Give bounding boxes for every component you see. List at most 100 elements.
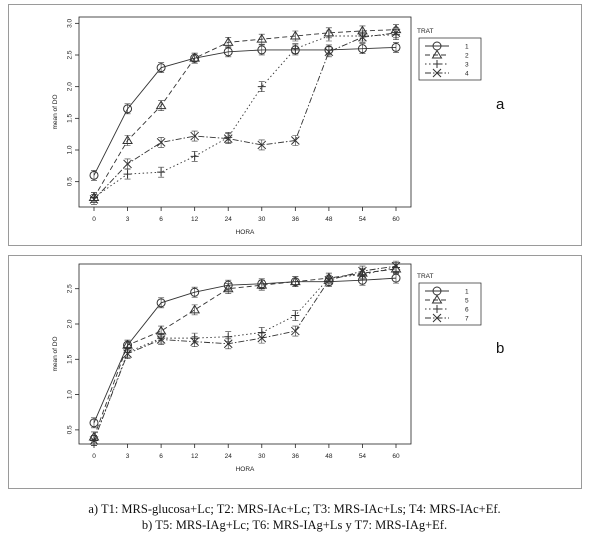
data-point [156, 138, 166, 147]
y-tick-label: 3.0 [67, 18, 74, 27]
panel-letter: b [496, 340, 504, 357]
x-axis-label: HORA [236, 466, 255, 473]
data-point [89, 195, 99, 204]
error-bar [393, 42, 399, 53]
x-tick-label: 3 [126, 453, 130, 460]
chart-svg-a: 0 3 6 12 24 30 36 48 54 600.51.01.52.02.53.0HORAm… [52, 16, 505, 236]
data-point [122, 135, 133, 144]
y-tick-label: 1.5 [67, 354, 74, 363]
data-point [156, 298, 166, 308]
data-point [391, 28, 401, 38]
caption-a: a) T1: MRS-glucosa+Lc; T2: MRS-IAc+Lc; T… [88, 502, 501, 516]
legend-marker [432, 313, 442, 323]
y-axis-label: mean of DO [52, 94, 59, 129]
series-line [93, 265, 397, 441]
legend-label: 7 [465, 316, 469, 323]
data-point [324, 47, 334, 57]
data-point [89, 170, 99, 180]
y-tick-label: 1.0 [67, 145, 74, 154]
x-tick-label: 48 [325, 216, 333, 223]
y-tick-label: 2.5 [67, 50, 74, 59]
data-point [156, 63, 166, 73]
x-tick-label: 6 [159, 453, 163, 460]
error-bar [91, 417, 97, 429]
x-tick-label: 30 [258, 216, 266, 223]
x-tick-label: 12 [191, 216, 199, 223]
series-line [93, 46, 397, 176]
legend-marker [431, 49, 443, 59]
plot-frame [78, 263, 412, 445]
data-point [223, 134, 233, 143]
y-tick-label: 0.5 [67, 177, 74, 186]
data-point [89, 436, 99, 445]
data-point [190, 287, 200, 297]
x-tick-label: 54 [359, 216, 367, 223]
legend-label: 3 [465, 62, 469, 69]
series-6 [90, 262, 400, 446]
legend-label: 6 [465, 307, 469, 314]
series-3 [90, 29, 400, 203]
series-line [93, 34, 397, 198]
x-tick-label: 36 [292, 453, 300, 460]
data-point [157, 168, 166, 177]
data-point [223, 339, 233, 349]
data-point [290, 326, 300, 336]
series-4 [89, 27, 401, 205]
data-point [257, 333, 267, 343]
y-tick-label: 1.0 [67, 390, 74, 399]
y-tick-label: 2.0 [67, 319, 74, 328]
y-tick-label: 2.0 [67, 82, 74, 91]
data-point [358, 266, 367, 276]
data-point [289, 30, 301, 40]
data-point [190, 152, 199, 161]
error-bar [258, 44, 265, 56]
legend-box [418, 282, 482, 326]
x-tick-label: 12 [191, 453, 199, 460]
data-point [324, 32, 333, 40]
data-point [123, 159, 132, 169]
panel-letter: a [496, 96, 505, 113]
x-tick-label: 60 [392, 453, 400, 460]
error-bar [359, 43, 366, 54]
chart-panel-b: 0 3 6 12 24 30 36 48 54 60 0.5 1.0 1.5 2.0 2.5 HORA mean… [8, 255, 582, 489]
x-tick-label: 60 [392, 216, 400, 223]
data-point [358, 32, 367, 42]
y-tick-label: 0.5 [67, 425, 74, 434]
x-tick-label: 30 [258, 453, 266, 460]
data-point [324, 275, 334, 285]
data-point [391, 261, 401, 271]
error-bar [191, 286, 198, 298]
plot-frame [78, 16, 412, 208]
data-point [256, 279, 268, 289]
caption-b: b) T5: MRS-IAg+Lc; T6: MRS-IAg+Ls y T7: … [141, 518, 448, 532]
y-tick-label: 1.5 [67, 113, 74, 122]
data-point [156, 335, 166, 344]
data-point [257, 45, 267, 55]
x-tick-label: 3 [126, 216, 130, 223]
data-point [123, 170, 132, 179]
legend-label: 2 [465, 53, 469, 60]
legend-label: 5 [465, 298, 469, 305]
data-point [357, 44, 367, 54]
data-point [190, 131, 200, 141]
legend-label: 4 [465, 71, 469, 78]
series-line [93, 32, 397, 200]
data-point [123, 104, 133, 114]
series-line [93, 277, 397, 424]
data-point [190, 337, 200, 347]
legend-box [418, 37, 482, 81]
x-axis-label: HORA [236, 229, 255, 236]
data-point [290, 136, 300, 145]
error-bar [158, 62, 165, 73]
data-point [123, 349, 132, 359]
chart-panel-a: 0 3 6 12 24 30 36 48 54 60 0.5 1.0 1.5 2.0 2.5 3.0 HORA m… [8, 4, 582, 246]
series-1 [89, 272, 401, 429]
x-tick-label: 6 [159, 216, 163, 223]
data-point [257, 82, 266, 91]
data-point [222, 36, 234, 46]
error-bar [91, 170, 97, 181]
x-tick-label: 24 [225, 453, 233, 460]
series-line [93, 29, 397, 198]
x-tick-label: 48 [325, 453, 333, 460]
series-1 [89, 42, 401, 181]
